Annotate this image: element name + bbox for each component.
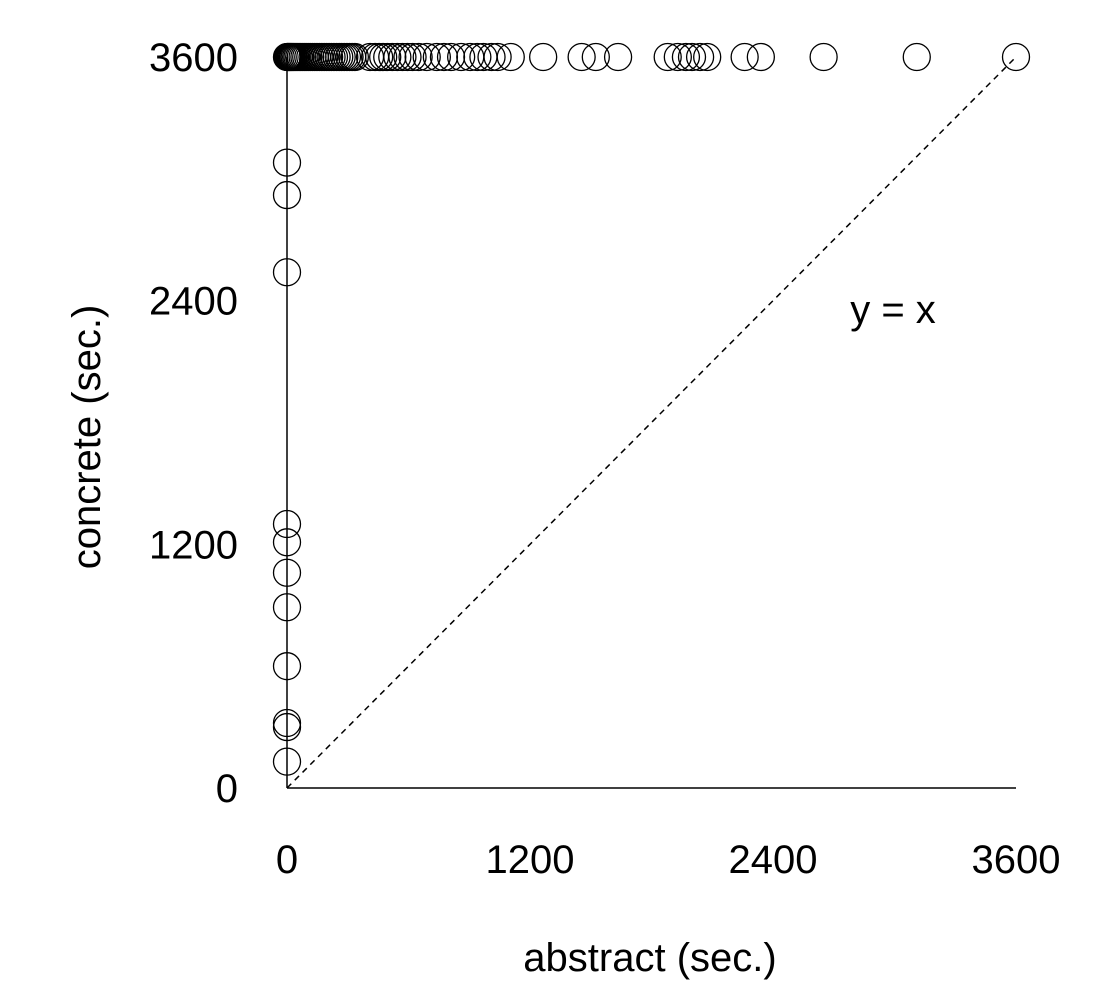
data-point	[272, 258, 302, 287]
data-point	[383, 42, 412, 72]
data-point	[693, 42, 722, 72]
data-point	[272, 180, 302, 210]
data-point	[272, 652, 302, 681]
data-point	[412, 42, 441, 72]
data-point	[272, 509, 302, 539]
data-point	[653, 42, 682, 72]
data-point	[746, 42, 775, 72]
plot-area	[286, 56, 1017, 789]
data-point	[730, 42, 759, 72]
data-point	[671, 42, 701, 72]
data-point	[446, 42, 476, 72]
reference-line-label: y = x	[850, 288, 936, 332]
data-point	[272, 712, 302, 742]
data-point	[477, 42, 506, 72]
data-point	[463, 42, 492, 72]
data-point	[373, 42, 402, 72]
data-point	[340, 42, 369, 72]
x-tick-label: 3600	[972, 838, 1061, 882]
data-point	[272, 747, 302, 776]
data-point	[663, 42, 692, 72]
data-point	[272, 148, 302, 177]
data-point	[388, 42, 417, 72]
reference-line	[286, 56, 1017, 789]
y-tick-label: 0	[216, 767, 238, 811]
data-point	[272, 528, 302, 557]
data-point	[496, 42, 525, 72]
data-point	[398, 42, 427, 72]
data-points	[272, 42, 1031, 776]
data-point	[581, 42, 610, 72]
data-point	[677, 42, 707, 72]
data-point	[685, 42, 715, 72]
y-tick-label: 2400	[149, 280, 238, 324]
y-tick-label: 1200	[149, 523, 238, 567]
data-point	[529, 42, 558, 72]
y-tick-label: 3600	[149, 36, 238, 80]
data-point	[422, 42, 452, 72]
data-point	[603, 42, 633, 72]
data-point	[809, 42, 838, 72]
x-tick-label: 0	[276, 838, 298, 882]
data-point	[404, 42, 433, 72]
data-point	[393, 42, 422, 72]
tick-labels: 0 1200 2400 3600 0 1200 2400 3600	[149, 36, 1060, 882]
data-point	[429, 42, 459, 72]
data-point	[272, 558, 302, 587]
data-point	[902, 42, 931, 72]
x-axis-title: abstract (sec.)	[523, 936, 776, 980]
x-tick-label: 2400	[729, 838, 818, 882]
data-point	[567, 42, 596, 72]
x-tick-label: 1200	[486, 838, 575, 882]
y-axis-title: concrete (sec.)	[65, 305, 109, 570]
data-point	[1001, 42, 1031, 72]
data-point	[483, 42, 512, 72]
data-point	[436, 42, 466, 72]
data-point	[272, 593, 302, 622]
data-point	[378, 42, 407, 72]
